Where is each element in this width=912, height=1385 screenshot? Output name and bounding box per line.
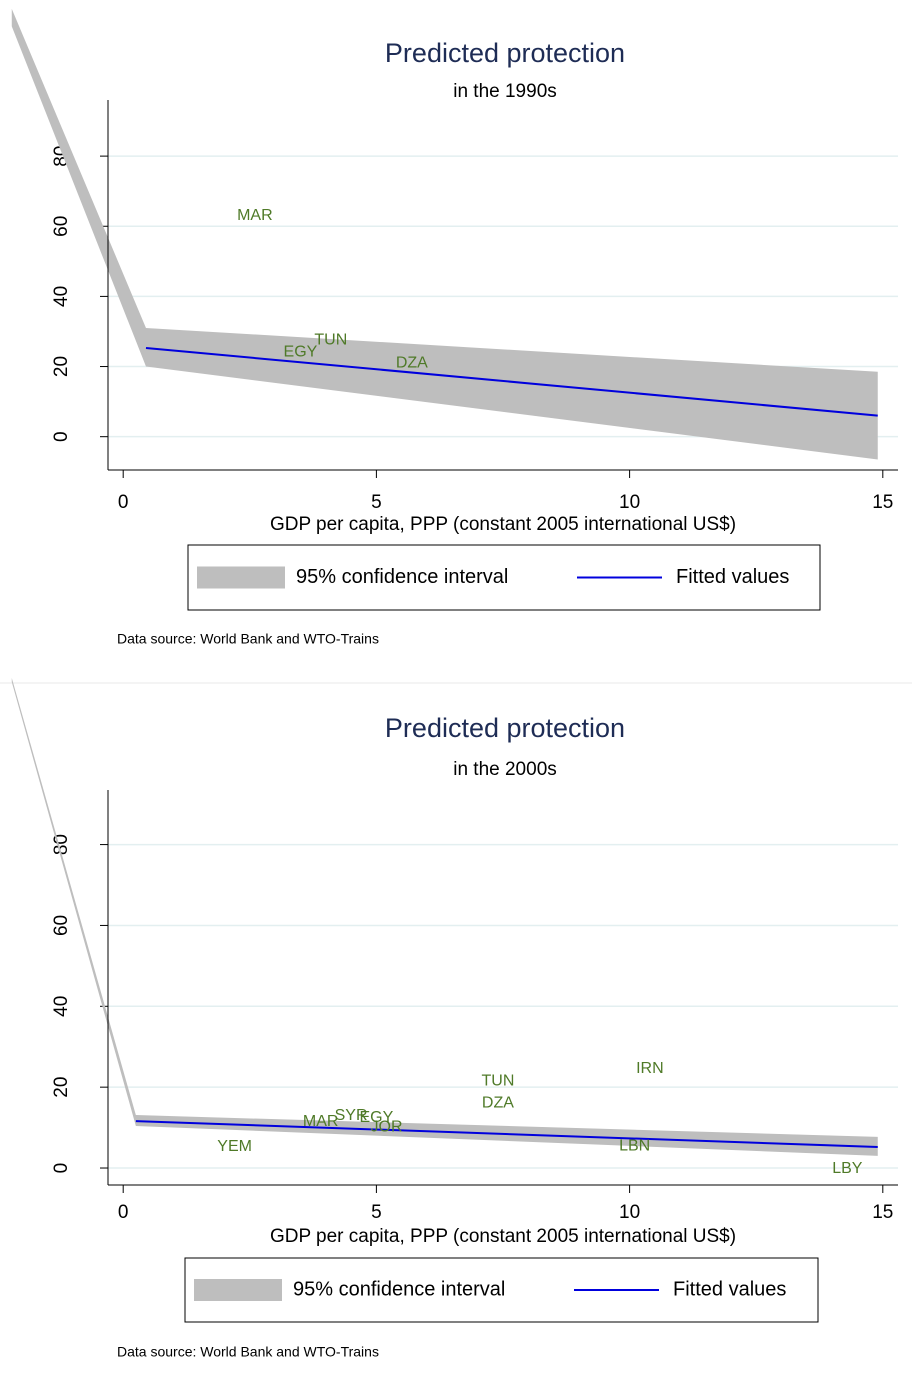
point-label: LBY xyxy=(832,1160,863,1177)
point-label: SYR xyxy=(335,1107,368,1124)
chart-subtitle: in the 2000s xyxy=(453,759,557,780)
source-note: Data source: World Bank and WTO-Trains xyxy=(117,631,379,647)
source-note: Data source: World Bank and WTO-Trains xyxy=(117,1344,379,1360)
x-axis-label: GDP per capita, PPP (constant 2005 inter… xyxy=(270,514,736,535)
x-tick-label: 15 xyxy=(872,1202,893,1223)
point-label: MAR xyxy=(237,207,273,224)
point-label: LBN xyxy=(619,1137,650,1154)
fitted-line xyxy=(145,346,878,417)
point-label: MAR xyxy=(303,1113,339,1130)
chart-title: Predicted protection xyxy=(385,38,625,68)
y-tick-label: 60 xyxy=(51,915,72,936)
x-tick-label: 15 xyxy=(872,492,893,513)
x-tick-label: 10 xyxy=(619,1202,640,1223)
legend-box xyxy=(184,1257,819,1323)
chart-title: Predicted protection xyxy=(385,713,625,743)
point-label: EGY xyxy=(359,1109,393,1126)
point-label: TUN xyxy=(481,1072,514,1089)
point-label: YEM xyxy=(217,1138,252,1155)
fitted-line xyxy=(135,1120,878,1148)
legend-label: 95% confidence interval xyxy=(293,1278,505,1300)
legend-box xyxy=(187,544,821,611)
y-tick-label: 80 xyxy=(51,834,72,855)
point-label: JOR xyxy=(371,1118,403,1135)
x-tick-label: 5 xyxy=(371,492,382,513)
x-tick-label: 5 xyxy=(371,1202,382,1223)
point-label: DZA xyxy=(396,354,428,371)
legend-swatch xyxy=(197,566,285,589)
x-tick-label: 0 xyxy=(118,1202,129,1223)
y-tick-label: 0 xyxy=(51,1163,72,1174)
y-tick-label: 20 xyxy=(51,356,72,377)
y-tick-label: 60 xyxy=(51,216,72,237)
confidence-band xyxy=(11,8,878,460)
y-tick-label: 40 xyxy=(51,286,72,307)
x-tick-label: 10 xyxy=(619,492,640,513)
legend-label: 95% confidence interval xyxy=(296,566,508,588)
point-label: TUN xyxy=(314,331,347,348)
y-tick-label: 40 xyxy=(51,996,72,1017)
point-label: EGY xyxy=(284,344,318,361)
x-tick-label: 0 xyxy=(118,492,129,513)
legend-swatch xyxy=(194,1279,282,1301)
confidence-band xyxy=(11,678,878,1156)
legend-label: Fitted values xyxy=(676,566,789,588)
point-label: IRN xyxy=(636,1060,664,1077)
y-tick-label: 20 xyxy=(51,1077,72,1098)
legend-label: Fitted values xyxy=(673,1278,786,1300)
chart-subtitle: in the 1990s xyxy=(453,81,557,102)
point-label: DZA xyxy=(482,1095,514,1112)
x-axis-label: GDP per capita, PPP (constant 2005 inter… xyxy=(270,1226,736,1247)
y-tick-label: 0 xyxy=(51,431,72,442)
